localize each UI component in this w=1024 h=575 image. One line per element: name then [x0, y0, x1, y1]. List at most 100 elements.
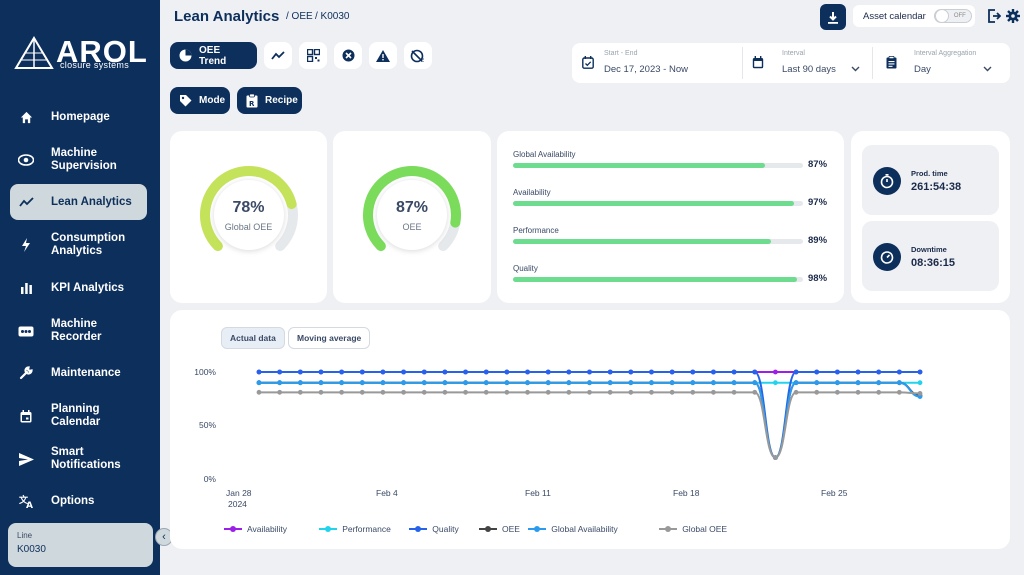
data-point[interactable] — [876, 369, 882, 375]
data-point[interactable] — [752, 389, 758, 395]
data-point[interactable] — [545, 380, 551, 386]
data-point[interactable] — [690, 389, 696, 395]
data-point[interactable] — [421, 380, 427, 386]
data-point[interactable] — [793, 369, 799, 375]
data-point[interactable] — [421, 369, 427, 375]
sidebar-item-kpi-analytics[interactable]: KPI Analytics — [10, 279, 147, 297]
data-point[interactable] — [339, 369, 345, 375]
data-point[interactable] — [896, 389, 902, 395]
data-point[interactable] — [421, 389, 427, 395]
oee-trend-button[interactable]: OEE Trend — [170, 42, 257, 69]
mode-button[interactable]: Mode — [170, 87, 230, 114]
sidebar-item-machine-supervision[interactable]: Machine Supervision — [10, 146, 147, 174]
data-point[interactable] — [483, 380, 489, 386]
data-point[interactable] — [256, 389, 262, 395]
data-point[interactable] — [318, 389, 324, 395]
data-point[interactable] — [669, 369, 675, 375]
aggregation-select[interactable]: Interval Aggregation Day — [872, 43, 1010, 83]
data-point[interactable] — [442, 389, 448, 395]
data-point[interactable] — [814, 389, 820, 395]
data-point[interactable] — [628, 380, 634, 386]
data-point[interactable] — [834, 380, 840, 386]
data-point[interactable] — [401, 380, 406, 386]
data-point[interactable] — [731, 389, 737, 395]
data-point[interactable] — [690, 380, 696, 386]
data-point[interactable] — [359, 389, 365, 395]
data-point[interactable] — [525, 369, 530, 375]
data-point[interactable] — [773, 369, 778, 375]
data-point[interactable] — [711, 380, 716, 386]
data-point[interactable] — [463, 389, 468, 395]
data-point[interactable] — [773, 455, 778, 460]
breadcrumb-oee[interactable]: / OEE — [286, 11, 313, 22]
data-point[interactable] — [834, 369, 840, 375]
data-point[interactable] — [318, 369, 324, 375]
data-point[interactable] — [855, 380, 861, 386]
data-point[interactable] — [628, 369, 634, 375]
data-point[interactable] — [318, 380, 324, 386]
sidebar-item-consumption-analytics[interactable]: Consumption Analytics — [10, 231, 147, 259]
logout-icon[interactable] — [987, 9, 1001, 23]
data-point[interactable] — [896, 380, 902, 386]
data-point[interactable] — [752, 380, 758, 386]
data-point[interactable] — [917, 369, 923, 375]
trend-view-button[interactable] — [264, 42, 292, 69]
data-point[interactable] — [401, 369, 406, 375]
data-point[interactable] — [649, 369, 654, 375]
data-point[interactable] — [463, 369, 468, 375]
sidebar-item-lean-analytics[interactable]: Lean Analytics — [10, 184, 147, 220]
date-range-filter[interactable]: Start - End Dec 17, 2023 - Now — [572, 43, 742, 83]
data-point[interactable] — [339, 380, 345, 386]
data-point[interactable] — [504, 369, 510, 375]
data-point[interactable] — [587, 369, 592, 375]
asset-calendar-toggle[interactable]: OFF — [933, 9, 972, 23]
legend-item[interactable]: Quality — [409, 523, 459, 535]
data-point[interactable] — [504, 380, 510, 386]
data-point[interactable] — [504, 389, 510, 395]
data-point[interactable] — [669, 389, 675, 395]
data-point[interactable] — [731, 369, 737, 375]
data-point[interactable] — [566, 369, 572, 375]
data-point[interactable] — [711, 369, 716, 375]
data-point[interactable] — [773, 380, 778, 386]
data-point[interactable] — [483, 389, 489, 395]
data-point[interactable] — [401, 389, 406, 395]
data-point[interactable] — [587, 380, 592, 386]
data-point[interactable] — [855, 369, 861, 375]
data-point[interactable] — [690, 369, 696, 375]
data-point[interactable] — [814, 369, 820, 375]
data-point[interactable] — [380, 369, 386, 375]
data-point[interactable] — [814, 380, 820, 386]
sidebar-item-planning-calendar[interactable]: Planning Calendar — [10, 402, 147, 430]
data-point[interactable] — [277, 389, 283, 395]
data-point[interactable] — [649, 380, 654, 386]
data-point[interactable] — [256, 369, 262, 375]
data-point[interactable] — [277, 380, 283, 386]
data-point[interactable] — [525, 380, 530, 386]
data-point[interactable] — [607, 389, 613, 395]
line-selector[interactable]: Line K0030 — [8, 523, 153, 567]
settings-gear-icon[interactable] — [1006, 9, 1020, 23]
sidebar-item-homepage[interactable]: Homepage — [10, 108, 147, 126]
data-point[interactable] — [896, 369, 902, 375]
cancel-filter-button[interactable] — [334, 42, 362, 69]
sidebar-item-machine-recorder[interactable]: Machine Recorder — [10, 317, 147, 345]
data-point[interactable] — [731, 380, 737, 386]
legend-item[interactable]: Global Availability — [528, 523, 618, 535]
data-point[interactable] — [545, 389, 551, 395]
data-point[interactable] — [793, 380, 799, 386]
qr-code-button[interactable] — [299, 42, 327, 69]
legend-item[interactable]: Global OEE — [659, 523, 727, 535]
tab-actual-data[interactable]: Actual data — [221, 327, 285, 349]
data-point[interactable] — [855, 389, 861, 395]
data-point[interactable] — [834, 389, 840, 395]
tab-moving-average[interactable]: Moving average — [288, 327, 371, 349]
data-point[interactable] — [587, 389, 592, 395]
data-point[interactable] — [649, 389, 654, 395]
data-point[interactable] — [297, 369, 303, 375]
data-point[interactable] — [463, 380, 468, 386]
data-point[interactable] — [793, 389, 799, 395]
breadcrumb-line[interactable]: / K0030 — [315, 11, 350, 22]
data-point[interactable] — [607, 369, 613, 375]
